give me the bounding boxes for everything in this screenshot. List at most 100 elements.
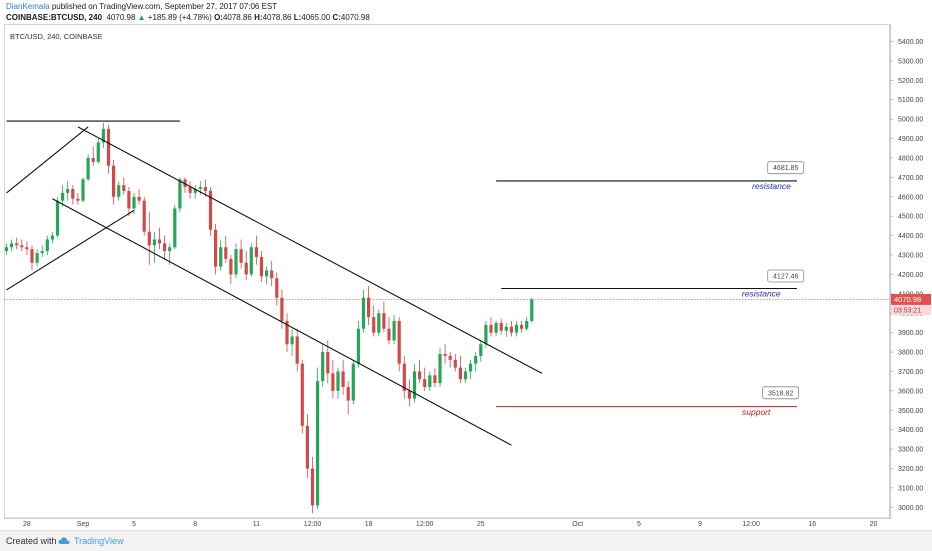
y-tick-label: 3200.00 [898, 466, 923, 473]
x-tick-label: 12:00 [742, 521, 760, 528]
candle-body [463, 371, 468, 380]
candle-body [20, 245, 24, 248]
y-tick-label: 5200.00 [898, 78, 923, 85]
candle-body [509, 326, 513, 333]
candle-body [458, 367, 462, 380]
candle-body [270, 270, 274, 279]
candle-body [40, 251, 44, 254]
candles [4, 123, 534, 514]
candle-body [132, 196, 136, 209]
x-tick-label: 8 [193, 521, 197, 528]
candle-body [494, 322, 498, 333]
candle-body [15, 243, 19, 246]
candle-body [147, 231, 151, 246]
candle-body [351, 363, 355, 401]
candle-body [45, 239, 49, 252]
up-arrow-icon: ▲ [137, 13, 146, 22]
y-tick-label: 3100.00 [898, 485, 923, 492]
candle-body [407, 390, 411, 399]
axes: 3000.00 3100.00 3200.00 3300.00 3400.00 3500.… [4, 39, 931, 528]
candle-body [412, 371, 417, 399]
rising-trend-lower [6, 209, 135, 291]
candle-body [66, 189, 70, 193]
candle-body [499, 322, 503, 331]
candle-body [484, 324, 488, 345]
candle-body [244, 262, 248, 275]
x-tick-label: 9 [698, 521, 702, 528]
high-value: 4078.86 [262, 13, 292, 22]
y-tick-label: 3600.00 [898, 388, 923, 395]
candle-body [428, 375, 432, 387]
ohlc-bar: COINBASE:BTCUSD, 240 4070.98 ▲ +185.89 (… [6, 13, 370, 22]
author-link[interactable]: DianKemala [6, 2, 50, 11]
candle-body [193, 189, 197, 193]
candle-body [448, 355, 452, 360]
chart-title: BTC/USD, 240, COINBASE [10, 32, 103, 41]
candle-body [234, 249, 238, 275]
price-box-3518: 3518.82 [768, 390, 793, 397]
candle-body [117, 185, 121, 197]
y-tick-label: 3900.00 [898, 330, 923, 337]
candle-body [81, 179, 85, 201]
x-tick-label: 16 [808, 521, 816, 528]
x-tick-label: 25 [477, 521, 485, 528]
candle-body [214, 229, 218, 267]
candle-body [392, 320, 396, 341]
candle-body [525, 320, 529, 329]
countdown-tag [891, 304, 931, 315]
candle-body [35, 253, 39, 263]
candle-body [504, 326, 508, 331]
y-tick-label: 4900.00 [898, 136, 923, 143]
candle-body [387, 328, 391, 341]
candle-body [285, 320, 289, 345]
candle-body [229, 258, 233, 275]
y-tick-label: 3000.00 [898, 505, 923, 512]
candle-body [76, 198, 80, 201]
candle-body [341, 371, 345, 387]
candle-body [479, 344, 483, 356]
candle-body [310, 468, 315, 506]
y-tick-label: 3800.00 [898, 350, 923, 357]
candle-body [423, 379, 427, 387]
candle-body [265, 270, 269, 277]
candle-body [397, 320, 401, 364]
support-label: support [742, 407, 771, 417]
y-tick-label: 5400.00 [898, 39, 923, 46]
price-box-4127-frame [767, 269, 805, 283]
rising-trend-upper [6, 126, 89, 194]
candle-body [208, 190, 213, 230]
candle-body [86, 157, 90, 180]
candle-body [520, 324, 524, 329]
candle-body [367, 297, 371, 318]
candle-body [438, 353, 442, 384]
candle-body [316, 381, 320, 506]
x-tick-label: 12:00 [304, 521, 322, 528]
published-text: published on TradingView.com, September … [51, 2, 278, 11]
candle-body [178, 179, 182, 209]
resistance-label-lower: resistance [742, 289, 781, 299]
price-box-3518-frame [762, 386, 799, 400]
x-tick-label: 5 [132, 521, 136, 528]
x-tick-label: Oct [572, 521, 583, 528]
y-tick-label: 3300.00 [898, 447, 923, 454]
candle-body [402, 363, 406, 391]
y-tick-label: 3500.00 [898, 408, 923, 415]
upper-channel-line [77, 126, 543, 374]
y-tick-label: 3400.00 [898, 427, 923, 434]
y-tick-label: 5000.00 [898, 117, 923, 124]
low-label: L: [293, 13, 302, 22]
candle-body [382, 313, 386, 329]
candle-body [489, 324, 493, 333]
candle-body [530, 299, 534, 321]
candle-body [157, 239, 162, 244]
price-box-4681-frame [767, 161, 805, 175]
candle-body [331, 373, 335, 391]
candle-body [361, 297, 366, 329]
price-axis[interactable] [890, 24, 930, 519]
price-box-4681: 4681.85 [773, 165, 798, 172]
low-value: 4065.00 [301, 13, 331, 22]
tradingview-brand[interactable]: TradingView [74, 536, 124, 546]
candle-body [219, 247, 223, 267]
candle-body [106, 128, 111, 166]
